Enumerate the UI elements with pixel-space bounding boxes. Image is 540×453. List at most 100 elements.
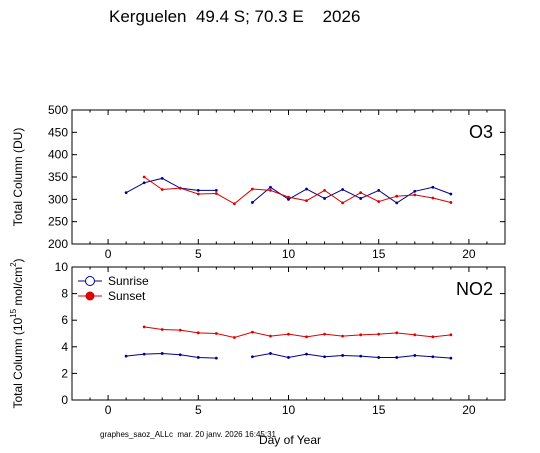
sunrise-data-point	[142, 181, 146, 185]
sunrise-data-point	[124, 354, 128, 358]
x-tick-label: 10	[282, 403, 296, 417]
panel-label: NO2	[456, 279, 493, 299]
sunset-data-point	[160, 188, 164, 191]
sunrise-data-point	[142, 352, 146, 356]
sunrise-data-point	[377, 356, 381, 359]
sunset-data-point	[359, 333, 363, 337]
sunrise-series-line	[126, 352, 217, 359]
sunset-data-point	[323, 332, 326, 336]
sunrise-data-point	[269, 185, 272, 189]
sunset-data-point	[232, 202, 236, 206]
sunrise-series-line	[252, 186, 452, 204]
sunrise-data-point	[395, 201, 399, 205]
sunset-data-point	[359, 191, 363, 195]
o3-panel: 0 5 10 15 20 200 250 300 350 400 450 500 Total Colum…	[11, 103, 506, 261]
sunset-data-point	[287, 332, 290, 336]
y-tick-label: 250	[48, 215, 68, 229]
y-axis-label-part: Total Column (10	[11, 318, 25, 409]
sunset-data-point	[377, 200, 381, 203]
sunrise-data-point	[160, 176, 164, 180]
sunset-data-point	[214, 332, 218, 335]
sunrise-data-point	[160, 352, 164, 355]
plot-frame	[71, 109, 506, 245]
sunrise-series-line	[125, 177, 217, 194]
legend-marker-sunrise	[85, 276, 95, 286]
legend-label-sunset: Sunset	[108, 289, 146, 303]
sunset-data-point	[341, 201, 345, 205]
y-tick-label: 500	[48, 103, 68, 117]
sunrise-data-point	[251, 355, 254, 359]
sunset-data-point	[232, 336, 236, 339]
sunrise-data-point	[359, 197, 363, 200]
footer-caption: graphes_saoz_ALLc mar. 20 janv. 2026 16:…	[100, 430, 276, 439]
x-tick-label: 0	[105, 247, 112, 261]
sunset-series-line	[144, 326, 451, 339]
sunset-data-point	[178, 328, 182, 332]
sunrise-data-point	[413, 189, 417, 193]
sunrise-data-point	[305, 187, 308, 191]
sunrise-data-point	[449, 192, 453, 196]
sunrise-data-point	[431, 355, 435, 359]
sunrise-data-point	[449, 356, 453, 360]
y-tick-label: 0	[61, 393, 68, 407]
sunset-data-point	[323, 189, 326, 192]
y-axis-label-part: 15	[9, 308, 18, 317]
sunset-data-point	[142, 175, 146, 179]
sunset-data-point	[196, 331, 200, 335]
sunset-data-point	[413, 193, 417, 197]
y-axis-label-part: 2	[9, 262, 18, 267]
y-axis-label-part: mol/cm	[11, 267, 25, 309]
sunrise-data-point	[214, 356, 218, 360]
y-tick-label: 450	[48, 125, 68, 139]
y-tick-label: 8	[61, 287, 68, 301]
sunset-data-point	[269, 189, 272, 192]
sunrise-data-point	[178, 353, 182, 357]
panel-label: O3	[469, 122, 493, 142]
legend-marker-sunset	[85, 291, 95, 301]
x-tick-label: 5	[195, 247, 202, 261]
sunset-data-point	[449, 333, 453, 337]
y-tick-label: 350	[48, 170, 68, 184]
y-tick-label: 4	[61, 340, 68, 354]
sunset-data-point	[305, 199, 308, 203]
sunset-data-point	[287, 195, 290, 199]
sunrise-data-point	[413, 354, 417, 357]
sunset-data-point	[251, 330, 254, 334]
sunset-data-point	[305, 335, 308, 339]
y-tick-label: 200	[48, 237, 68, 251]
sunrise-series-line	[252, 352, 451, 359]
sunset-data-point	[431, 196, 435, 200]
sunrise-data-point	[341, 188, 345, 191]
sunrise-data-point	[124, 191, 128, 195]
x-tick-label: 5	[195, 403, 202, 417]
sunrise-data-point	[196, 189, 200, 192]
sunrise-data-point	[341, 354, 345, 357]
sunset-data-point	[431, 335, 435, 339]
sunrise-data-point	[305, 352, 308, 356]
x-tick-label: 15	[372, 247, 386, 261]
sunrise-data-point	[323, 197, 326, 200]
sunset-data-point	[196, 192, 200, 196]
legend-label-sunrise: Sunrise	[108, 274, 149, 288]
sunset-data-point	[160, 328, 164, 331]
sunset-data-point	[214, 192, 218, 195]
sunset-data-point	[449, 201, 453, 204]
sunset-data-point	[377, 332, 381, 336]
y-axis-label: Total Column (1015 mol/cm2)	[9, 258, 25, 408]
sunset-data-point	[178, 186, 182, 190]
sunset-data-point	[251, 187, 254, 191]
sunset-data-point	[395, 331, 399, 335]
y-tick-label: 300	[48, 192, 68, 206]
sunrise-data-point	[323, 355, 326, 359]
y-axis-label-part: )	[11, 258, 25, 262]
sunset-data-point	[269, 334, 272, 338]
x-tick-label: 20	[462, 403, 476, 417]
x-tick-label: 0	[105, 403, 112, 417]
sunset-series-line	[143, 176, 451, 205]
page-title: Kerguelen 49.4 S; 70.3 E 2026	[109, 7, 361, 26]
sunrise-data-point	[287, 197, 290, 201]
sunset-data-point	[142, 325, 146, 329]
sunrise-data-point	[251, 201, 254, 204]
